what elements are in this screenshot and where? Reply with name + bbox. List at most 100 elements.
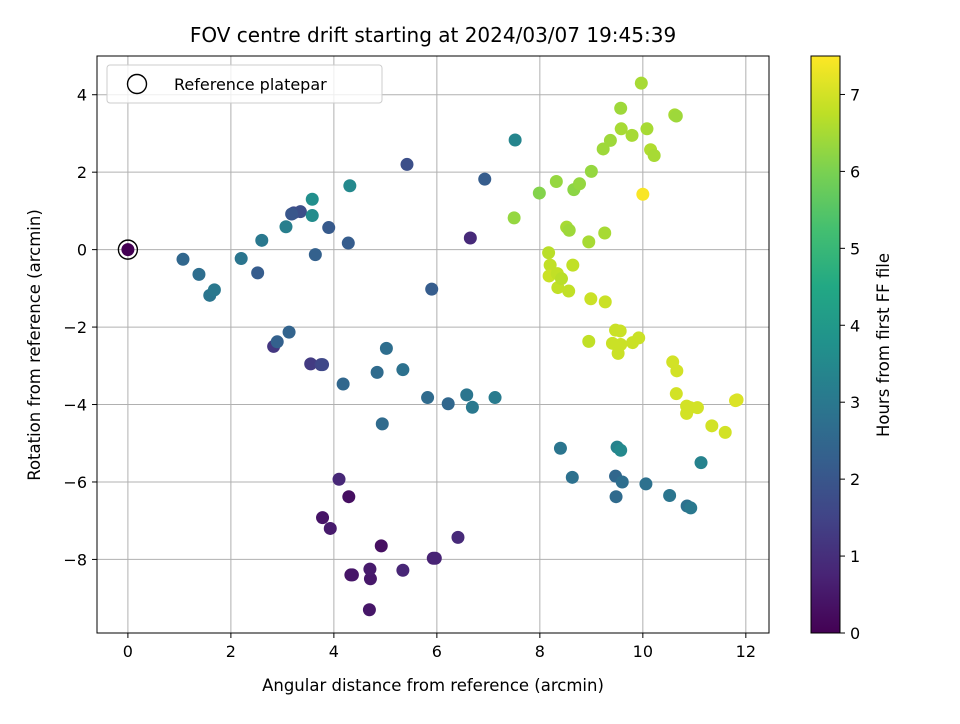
data-point [553, 441, 567, 455]
data-point [640, 122, 654, 136]
x-tick-label: 0 [123, 642, 133, 661]
y-tick-label: 4 [77, 86, 87, 105]
data-point [451, 530, 465, 544]
x-tick-label: 12 [736, 642, 756, 661]
data-point [508, 133, 522, 147]
data-point [603, 133, 617, 147]
data-point [362, 603, 376, 617]
data-point [285, 207, 299, 221]
data-point [305, 192, 319, 206]
data-point [566, 258, 580, 272]
x-tick-label: 4 [329, 642, 339, 661]
data-point [375, 417, 389, 431]
data-point [370, 365, 384, 379]
data-point [542, 246, 556, 260]
data-point [255, 233, 269, 247]
y-tick-label: 0 [77, 241, 87, 260]
y-tick-label: 2 [77, 163, 87, 182]
data-point [478, 172, 492, 186]
y-tick-label: −4 [63, 396, 87, 415]
data-point [488, 391, 502, 405]
y-tick-label: −8 [63, 550, 87, 569]
y-axis-label: Rotation from reference (arcmin) [25, 209, 44, 481]
reference-platepar-marker [117, 239, 139, 260]
data-points [117, 76, 744, 617]
colorbar-tick-label: 4 [850, 316, 860, 335]
y-tick-label: −6 [63, 473, 87, 492]
colorbar-tick-label: 1 [850, 547, 860, 566]
data-point [598, 295, 612, 309]
data-point [565, 470, 579, 484]
x-axis-label: Angular distance from reference (arcmin) [262, 676, 604, 695]
data-point [684, 501, 698, 515]
y-tick-label: −2 [63, 318, 87, 337]
colorbar-tick-label: 7 [850, 85, 860, 104]
x-tick-label: 6 [432, 642, 442, 661]
data-point [396, 363, 410, 377]
data-point [379, 341, 393, 355]
data-point [562, 223, 576, 237]
data-point [270, 335, 284, 349]
data-point [192, 267, 206, 281]
x-tick-label: 8 [535, 642, 545, 661]
data-point [463, 231, 477, 245]
data-point [582, 235, 596, 249]
data-point [730, 393, 744, 407]
data-point [634, 76, 648, 90]
data-point [305, 209, 319, 223]
data-point [639, 477, 653, 491]
data-point [614, 101, 628, 115]
data-point [573, 177, 587, 191]
data-point [428, 551, 442, 565]
colorbar-gradient [810, 55, 841, 634]
data-point [694, 456, 708, 470]
data-point [421, 391, 435, 405]
data-point [316, 358, 330, 372]
data-point [690, 401, 704, 415]
colorbar-tick-label: 0 [850, 624, 860, 643]
data-point [176, 252, 190, 266]
data-point [632, 331, 646, 345]
data-point [460, 388, 474, 402]
data-point [251, 266, 265, 280]
data-point [396, 563, 410, 577]
data-point [282, 325, 296, 339]
x-tick-label: 10 [633, 642, 653, 661]
data-point [234, 252, 248, 266]
legend: Reference platepar [106, 64, 383, 104]
data-point [304, 357, 318, 371]
data-point [343, 179, 357, 193]
data-point [625, 128, 639, 142]
data-point [342, 490, 356, 504]
colorbar-tick-label: 2 [850, 470, 860, 489]
data-point [584, 164, 598, 178]
x-tick-label: 2 [226, 642, 236, 661]
data-point [532, 186, 546, 200]
colorbar-tick-label: 3 [850, 393, 860, 412]
data-point [374, 539, 388, 553]
colorbar: 0 1 2 3 4 5 6 7 Hours from first FF file [810, 55, 893, 643]
grid-lines [97, 56, 769, 633]
colorbar-label: Hours from first FF file [874, 253, 893, 437]
data-point [363, 572, 377, 586]
legend-label-reference: Reference platepar [174, 75, 327, 94]
data-point [345, 568, 359, 582]
data-point [308, 248, 322, 262]
data-point [614, 443, 628, 457]
plot-frame [96, 55, 770, 634]
axis-ticks: 0 2 4 6 8 10 12 −8 −6 −4 −2 0 2 4 [63, 86, 756, 661]
data-point [316, 511, 330, 525]
data-point [647, 149, 661, 163]
data-point [718, 425, 732, 439]
data-point [279, 220, 293, 234]
data-point [670, 364, 684, 378]
colorbar-tick-label: 6 [850, 162, 860, 181]
data-point [332, 472, 346, 486]
legend-marker-icon [126, 73, 148, 95]
colorbar-ticks: 0 1 2 3 4 5 6 7 [840, 85, 860, 643]
data-point [609, 490, 623, 504]
data-point [336, 377, 350, 391]
data-point [507, 211, 521, 225]
